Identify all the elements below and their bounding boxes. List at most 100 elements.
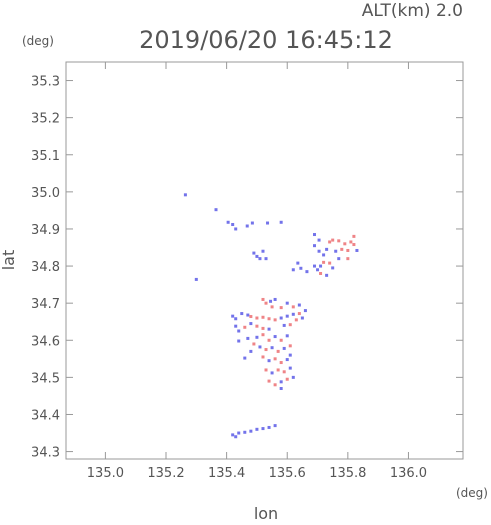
data-point [349, 240, 353, 244]
plot-frame [65, 61, 464, 460]
data-point [297, 303, 301, 307]
data-point [299, 266, 303, 270]
data-point [234, 324, 238, 328]
data-point [249, 349, 253, 353]
data-point [249, 322, 253, 326]
data-point [319, 271, 323, 275]
data-point [264, 348, 268, 352]
data-point [267, 317, 271, 321]
y-tick-label: 35.0 [31, 186, 60, 201]
data-point [313, 264, 317, 268]
data-point [303, 309, 307, 313]
data-point [261, 326, 265, 330]
data-point [267, 327, 271, 331]
data-point [269, 299, 273, 303]
data-point [273, 424, 277, 428]
data-point [273, 357, 277, 361]
data-point [355, 248, 359, 252]
data-point [313, 244, 317, 248]
data-point [288, 323, 292, 327]
data-point [352, 234, 356, 238]
data-point [322, 260, 326, 264]
data-point [231, 314, 235, 318]
data-point [279, 306, 283, 310]
data-point [234, 317, 238, 321]
data-point [325, 247, 329, 251]
data-point [276, 368, 280, 372]
data-point [337, 239, 341, 243]
data-point [273, 297, 277, 301]
y-tick-label: 34.3 [31, 446, 60, 461]
data-point [343, 242, 347, 246]
data-point [328, 240, 332, 244]
data-point [243, 325, 247, 329]
data-point [249, 429, 253, 433]
data-point [346, 248, 350, 252]
data-point [331, 238, 335, 242]
y-tick-label: 34.8 [31, 260, 60, 275]
data-points [183, 193, 359, 439]
data-point [322, 253, 326, 257]
data-point [234, 435, 238, 439]
y-tick-label: 35.3 [31, 75, 60, 90]
data-point [352, 243, 356, 247]
data-point [252, 251, 256, 255]
chart-subtitle: ALT(km) 2.0 [362, 1, 463, 21]
x-tick-label: 136.0 [390, 466, 427, 481]
data-point [340, 247, 344, 251]
data-point [194, 277, 198, 281]
data-point [267, 359, 271, 363]
data-point [255, 254, 259, 258]
data-point [214, 208, 218, 212]
y-axis-label: lat [0, 250, 18, 271]
data-point [267, 338, 271, 342]
data-point [237, 431, 241, 435]
data-point [249, 315, 253, 319]
data-point [331, 266, 335, 270]
data-point [252, 342, 256, 346]
data-point [285, 377, 289, 381]
data-point [273, 318, 277, 322]
data-point [261, 333, 265, 337]
data-point [183, 193, 187, 197]
chart-title: 2019/06/20 16:45:12 [139, 26, 393, 54]
data-point [316, 268, 320, 272]
data-point [297, 312, 301, 316]
y-tick-label: 34.4 [31, 408, 60, 423]
data-point [246, 313, 250, 317]
data-point [245, 224, 249, 228]
data-point [313, 233, 317, 237]
data-point [250, 221, 254, 225]
data-point [288, 344, 292, 348]
data-point [231, 433, 235, 437]
data-point [317, 238, 321, 242]
data-point [267, 379, 271, 383]
data-point [270, 346, 274, 350]
y-axis-ticks: 34.3 34.4 34.5 34.6 34.7 34.8 34.9 35.0 35.1 35.2… [31, 75, 463, 461]
data-point [291, 305, 295, 309]
data-point [255, 324, 259, 328]
data-point [337, 257, 341, 261]
data-point [255, 335, 259, 339]
data-point [261, 427, 265, 431]
data-point [294, 318, 298, 322]
data-point [261, 297, 265, 301]
y-tick-label: 34.9 [31, 223, 60, 238]
x-tick-label: 135.6 [269, 466, 306, 481]
data-point [246, 336, 250, 340]
data-point [328, 261, 332, 265]
data-point [285, 358, 289, 362]
y-axis-unit: (deg) [22, 34, 54, 48]
data-point [261, 355, 265, 359]
data-point [226, 220, 230, 224]
data-point [258, 345, 262, 349]
data-point [255, 316, 259, 320]
data-point [266, 221, 270, 225]
data-point [279, 338, 283, 342]
data-point [237, 339, 241, 343]
y-tick-label: 34.7 [31, 297, 60, 312]
data-point [270, 371, 274, 375]
y-tick-label: 35.1 [31, 149, 60, 164]
